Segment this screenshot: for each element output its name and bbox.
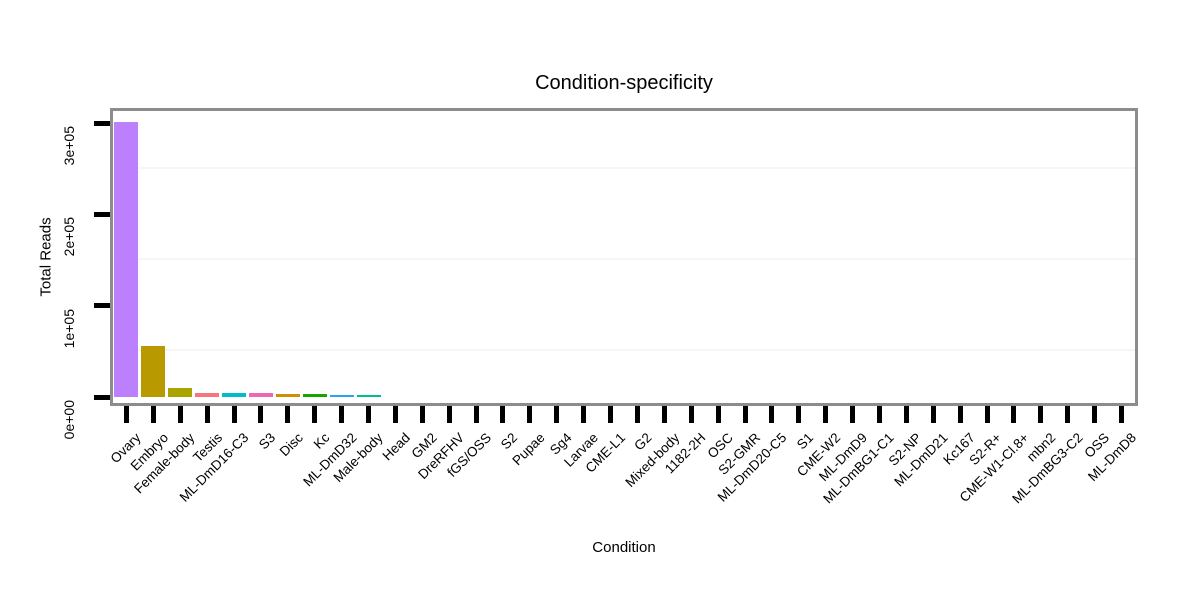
y-axis-tick bbox=[94, 120, 110, 126]
x-axis-tick bbox=[877, 406, 882, 423]
x-axis-tick bbox=[258, 406, 264, 423]
x-axis-tick bbox=[850, 406, 856, 423]
x-axis-tick bbox=[769, 406, 775, 423]
x-axis-tick bbox=[392, 406, 398, 423]
x-axis-tick bbox=[231, 406, 237, 423]
bar-ml-dmd32 bbox=[329, 394, 354, 397]
x-axis-tick bbox=[419, 406, 425, 423]
x-axis-tick bbox=[1092, 406, 1098, 423]
x-axis-tick bbox=[500, 406, 506, 423]
x-tick-label: Head bbox=[379, 430, 414, 464]
x-axis-tick bbox=[581, 406, 587, 423]
minor-gridline bbox=[113, 258, 1135, 261]
x-axis-tick bbox=[957, 406, 963, 423]
x-axis-tick bbox=[204, 406, 210, 423]
x-axis-tick bbox=[742, 406, 748, 423]
plot-panel bbox=[110, 108, 1138, 406]
x-axis-tick bbox=[473, 406, 479, 423]
y-tick-label: 0e+00 bbox=[61, 400, 77, 440]
x-axis-tick bbox=[285, 406, 291, 423]
x-tick-label: S3 bbox=[256, 430, 279, 453]
y-axis-tick bbox=[94, 211, 110, 217]
x-axis-tick bbox=[1119, 406, 1125, 423]
bar-kc bbox=[302, 394, 327, 397]
x-axis-tick bbox=[661, 406, 667, 423]
x-axis-tick bbox=[366, 406, 371, 423]
bar-female-body bbox=[168, 387, 193, 397]
x-axis-tick bbox=[446, 406, 452, 423]
minor-gridline bbox=[113, 349, 1135, 352]
minor-gridline bbox=[113, 166, 1135, 169]
x-axis-title: Condition bbox=[592, 539, 656, 556]
x-axis-tick bbox=[339, 406, 345, 423]
bar-embryo bbox=[141, 345, 166, 397]
x-axis-tick bbox=[715, 406, 721, 423]
x-axis-tick bbox=[150, 406, 156, 423]
y-tick-label: 3e+05 bbox=[61, 126, 77, 166]
bar-testis bbox=[195, 392, 220, 397]
x-axis-tick bbox=[688, 406, 694, 423]
y-axis-title: Total Reads bbox=[37, 217, 55, 297]
x-axis-tick bbox=[312, 406, 318, 423]
x-axis-tick bbox=[796, 406, 802, 423]
x-axis-tick bbox=[930, 406, 936, 423]
x-axis-tick bbox=[823, 406, 829, 423]
x-axis-tick bbox=[1038, 406, 1044, 423]
bar-male-body bbox=[356, 394, 381, 397]
y-tick-label: 1e+05 bbox=[61, 308, 77, 348]
x-axis-tick bbox=[1011, 406, 1017, 423]
y-tick-label: 2e+05 bbox=[61, 217, 77, 257]
x-tick-label: Disc bbox=[276, 430, 306, 460]
x-axis-tick bbox=[1065, 406, 1071, 423]
y-axis-tick bbox=[94, 394, 110, 400]
x-axis-tick bbox=[177, 406, 183, 423]
x-axis-tick bbox=[984, 406, 990, 423]
x-axis-tick bbox=[123, 406, 129, 423]
x-axis-tick bbox=[527, 406, 533, 423]
bar-ovary bbox=[114, 122, 139, 397]
x-axis-tick bbox=[554, 406, 560, 423]
bar-ml-dmd16-c3 bbox=[222, 392, 247, 397]
bar-disc bbox=[275, 394, 300, 397]
x-axis-tick bbox=[903, 406, 909, 423]
chart-title: Condition-specificity bbox=[535, 72, 713, 94]
x-axis-tick bbox=[608, 406, 614, 423]
x-axis-tick bbox=[634, 406, 640, 423]
bar-s3 bbox=[248, 393, 273, 397]
y-axis-tick bbox=[94, 303, 110, 309]
